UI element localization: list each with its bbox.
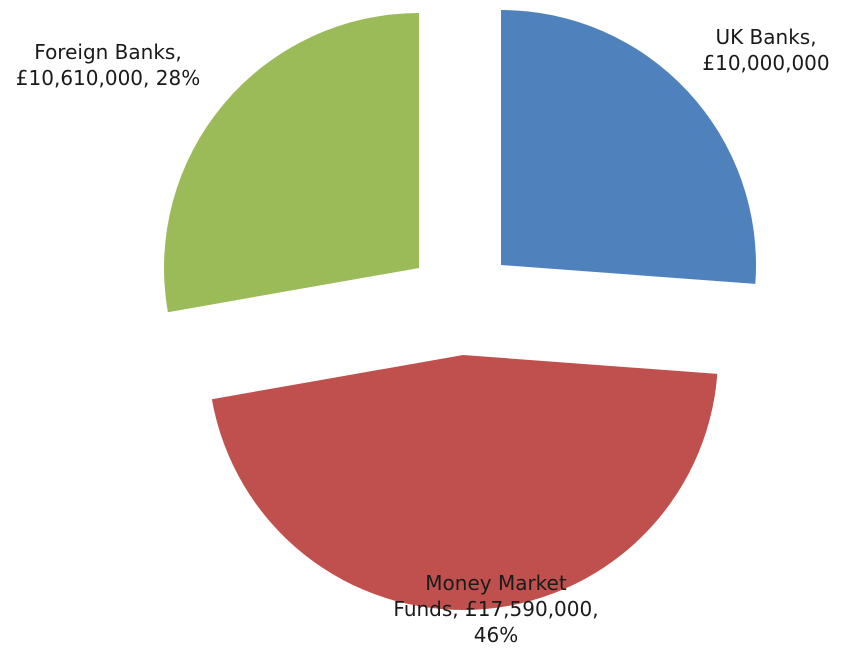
pie-data-labels: UK Banks, £10,000,000 Money Market Funds, £… xyxy=(16,25,830,647)
data-label-line: Foreign Banks, xyxy=(34,40,181,64)
pie-slice-foreign-banks xyxy=(164,13,419,313)
data-label-line: 46% xyxy=(474,623,518,647)
data-label-line: UK Banks, xyxy=(715,25,816,49)
data-label-line: Funds, £17,590,000, xyxy=(393,597,598,621)
data-label-money-market-funds: Money Market Funds, £17,590,000, 46% xyxy=(393,571,598,647)
pie-slice-uk-banks xyxy=(501,10,756,284)
data-label-uk-banks: UK Banks, £10,000,000 xyxy=(702,25,829,75)
data-label-line: £10,000,000 xyxy=(702,51,829,75)
data-label-foreign-banks: Foreign Banks, £10,610,000, 28% xyxy=(16,40,200,90)
pie-slice-money-market-funds xyxy=(211,355,718,610)
data-label-line: Money Market xyxy=(425,571,567,595)
pie-slices xyxy=(164,10,756,610)
data-label-line: £10,610,000, 28% xyxy=(16,66,200,90)
